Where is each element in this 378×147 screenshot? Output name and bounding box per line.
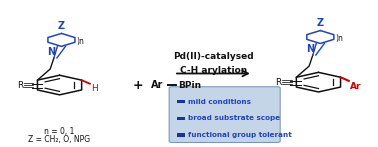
Text: R: R [276,78,282,87]
Text: mild conditions: mild conditions [188,99,251,105]
Text: Z = CH₂, O, NPG: Z = CH₂, O, NPG [28,135,91,144]
Text: N: N [306,44,314,54]
Text: +: + [133,78,144,92]
Text: Ar: Ar [350,82,362,91]
Text: functional group tolerant: functional group tolerant [188,132,291,138]
Text: )n: )n [77,37,85,46]
Text: n = 0, 1: n = 0, 1 [44,127,75,136]
Text: broad substrate scope: broad substrate scope [188,115,280,121]
FancyBboxPatch shape [169,87,280,142]
Text: N: N [47,47,55,57]
Text: BPin: BPin [178,81,201,90]
Text: Z: Z [317,18,324,28]
Text: Pd(II)-catalysed: Pd(II)-catalysed [173,52,254,61]
Text: )n: )n [336,34,344,43]
Bar [177,117,185,120]
Bar [177,100,185,103]
Bar [177,133,185,137]
Text: Z: Z [58,21,65,31]
Text: R: R [17,81,23,90]
Text: C-H arylation: C-H arylation [180,66,247,75]
FancyArrowPatch shape [177,71,248,76]
Text: H: H [91,85,98,93]
Text: Ar: Ar [151,80,163,90]
